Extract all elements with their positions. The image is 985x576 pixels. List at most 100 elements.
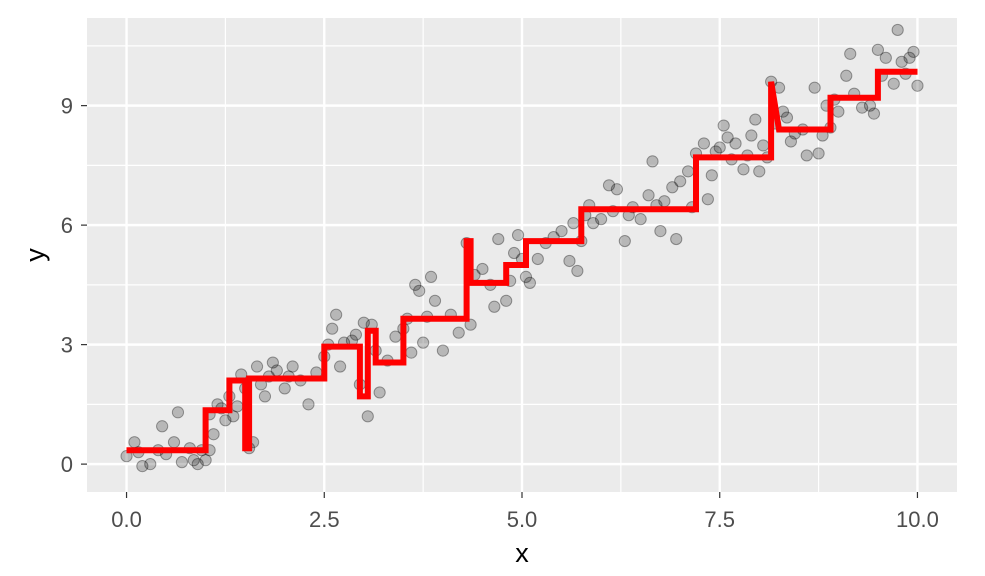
data-point xyxy=(464,318,477,331)
data-point xyxy=(808,81,821,94)
data-point xyxy=(642,189,655,202)
data-point xyxy=(167,436,181,449)
data-point xyxy=(891,23,904,37)
data-point xyxy=(757,139,770,152)
data-point xyxy=(749,113,762,126)
data-point xyxy=(519,270,533,284)
y-tick-label: 3 xyxy=(61,333,73,358)
data-point xyxy=(681,165,695,178)
x-axis: 0.0 2.5 5.0 7.5 10.0 xyxy=(111,492,939,532)
y-tick-label: 9 xyxy=(61,94,73,119)
data-point xyxy=(523,276,537,289)
data-points xyxy=(120,23,924,473)
data-point xyxy=(567,217,580,230)
data-point xyxy=(409,278,422,291)
data-point xyxy=(871,43,885,56)
data-point xyxy=(405,346,418,359)
data-point xyxy=(594,213,608,226)
x-tick-label: 0.0 xyxy=(111,507,142,532)
data-point xyxy=(326,322,339,335)
data-point xyxy=(887,77,900,90)
data-point xyxy=(436,344,450,357)
data-point xyxy=(634,213,647,226)
data-point xyxy=(452,326,465,339)
data-point xyxy=(646,155,659,168)
data-point xyxy=(333,360,347,373)
data-point xyxy=(879,51,892,64)
data-point xyxy=(812,147,825,160)
data-point xyxy=(563,254,576,268)
data-point xyxy=(417,336,430,349)
data-point xyxy=(219,414,232,427)
x-tick-label: 10.0 xyxy=(896,507,939,532)
data-point xyxy=(258,390,272,403)
data-point xyxy=(349,328,363,341)
data-point xyxy=(610,183,624,196)
data-point xyxy=(428,294,442,307)
x-axis-title: x xyxy=(515,538,529,568)
data-point xyxy=(658,195,671,208)
data-point xyxy=(753,165,766,178)
data-point xyxy=(867,107,881,120)
data-point xyxy=(911,79,924,92)
x-tick-label: 2.5 xyxy=(309,507,340,532)
data-point xyxy=(144,458,157,471)
data-point xyxy=(602,179,616,192)
data-point xyxy=(227,410,240,423)
data-point xyxy=(413,284,426,297)
data-point xyxy=(555,225,568,238)
data-point xyxy=(654,225,667,238)
data-point xyxy=(302,398,315,411)
data-point xyxy=(705,169,718,182)
data-point xyxy=(907,45,920,58)
data-point xyxy=(361,410,374,423)
data-point xyxy=(844,47,857,60)
data-point xyxy=(729,137,742,150)
data-point xyxy=(191,458,204,471)
data-point xyxy=(784,135,798,148)
data-point xyxy=(713,141,726,154)
data-point xyxy=(895,55,908,68)
data-point xyxy=(780,111,794,124)
data-point xyxy=(666,181,679,194)
data-point xyxy=(670,232,683,246)
data-point xyxy=(156,420,169,433)
x-tick-label: 5.0 xyxy=(507,507,538,532)
data-point xyxy=(330,308,343,321)
data-point xyxy=(840,69,853,82)
data-point xyxy=(674,175,687,188)
data-point xyxy=(701,193,714,206)
data-point xyxy=(270,364,283,377)
data-point xyxy=(500,294,513,307)
data-point xyxy=(618,234,631,248)
data-point xyxy=(697,137,711,150)
data-point xyxy=(587,217,600,230)
data-point xyxy=(231,400,244,413)
data-point xyxy=(171,406,185,419)
data-point xyxy=(175,456,189,469)
data-point xyxy=(721,131,734,144)
data-point xyxy=(855,101,869,114)
step-line xyxy=(126,68,918,454)
x-tick-label: 7.5 xyxy=(704,507,735,532)
data-point xyxy=(571,264,584,278)
data-point xyxy=(800,149,813,162)
data-point xyxy=(476,262,489,276)
data-point xyxy=(357,316,370,329)
data-point xyxy=(278,382,291,395)
data-point xyxy=(717,119,730,132)
data-point xyxy=(531,252,544,266)
data-point xyxy=(199,454,212,467)
data-point xyxy=(507,246,521,260)
data-point xyxy=(424,270,438,284)
y-axis-title: y xyxy=(20,248,50,262)
y-axis: 0 3 6 9 xyxy=(61,94,87,477)
data-point xyxy=(488,300,501,313)
data-point xyxy=(511,228,525,242)
y-tick-label: 0 xyxy=(61,452,73,477)
data-point xyxy=(207,428,220,441)
data-point xyxy=(187,454,200,467)
data-point xyxy=(903,51,916,64)
data-point xyxy=(737,163,750,176)
data-point xyxy=(745,129,758,142)
